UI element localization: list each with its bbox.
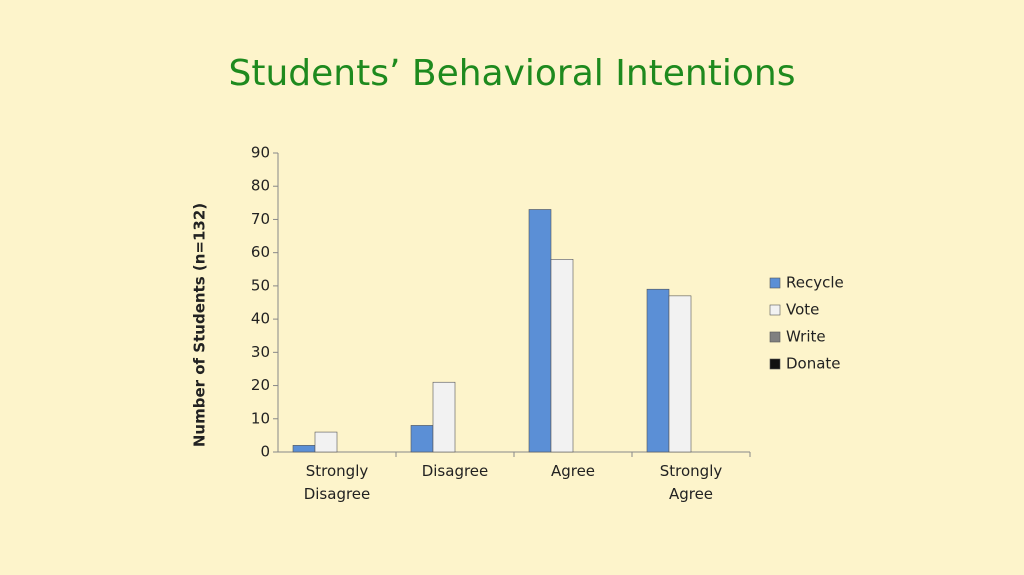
x-tick-label: Strongly Agree — [659, 462, 723, 503]
legend-label: Donate — [786, 355, 841, 373]
y-tick-label: 10 — [251, 409, 270, 427]
legend-swatch — [769, 277, 781, 289]
y-tick-label: 60 — [251, 243, 270, 261]
legend-label: Recycle — [786, 274, 844, 292]
y-tick-label: 30 — [251, 343, 270, 361]
legend-label: Write — [786, 328, 826, 346]
legend-swatch — [769, 331, 781, 343]
x-tick-label: Agree — [550, 462, 596, 480]
y-tick-label: 50 — [251, 276, 270, 294]
legend-swatch — [769, 358, 781, 370]
bar — [528, 209, 552, 453]
legend-label: Vote — [786, 301, 819, 319]
y-axis-label: Number of Students (n=132) — [191, 203, 209, 447]
x-tick-label: Disagree — [421, 462, 489, 480]
bar — [668, 295, 692, 453]
y-tick-label: 20 — [251, 376, 270, 394]
bar — [292, 445, 316, 453]
bar — [432, 381, 456, 453]
legend-swatch — [769, 304, 781, 316]
x-tick-label: Strongly Disagree — [303, 462, 371, 503]
y-tick-label: 40 — [251, 310, 270, 328]
bar — [314, 431, 338, 453]
y-tick-label: 90 — [251, 144, 270, 162]
y-tick-label: 0 — [260, 443, 270, 461]
bar — [646, 288, 670, 453]
bar — [550, 259, 574, 453]
y-tick-label: 80 — [251, 177, 270, 195]
bar — [410, 425, 434, 453]
chart-title: Students’ Behavioral Intentions — [229, 53, 796, 94]
y-tick-label: 70 — [251, 210, 270, 228]
